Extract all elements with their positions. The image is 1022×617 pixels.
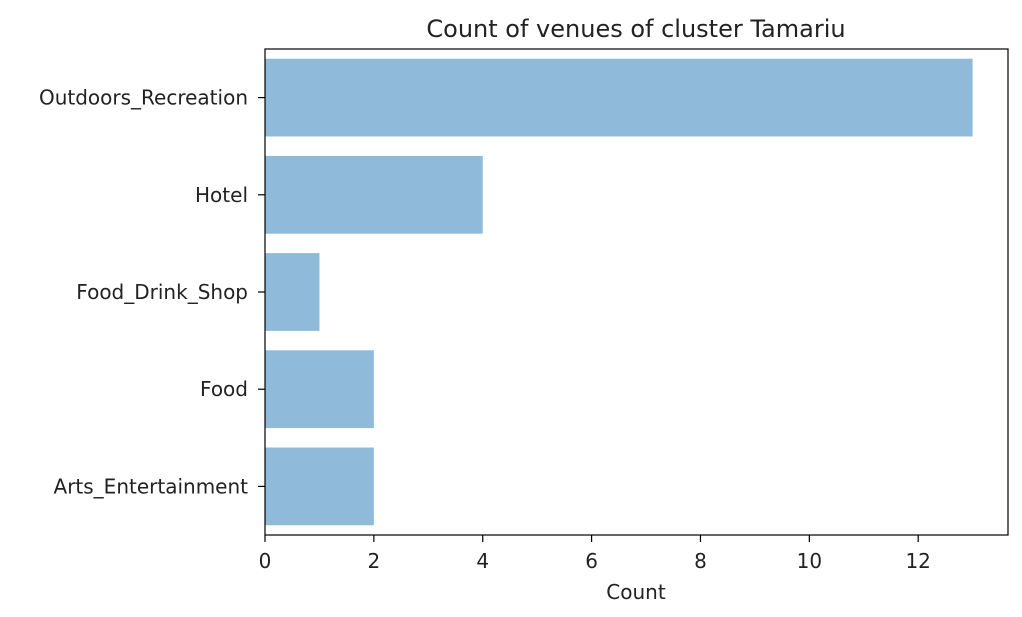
y-tick-label: Outdoors_Recreation xyxy=(39,86,248,110)
chart-title: Count of venues of cluster Tamariu xyxy=(426,15,845,43)
y-tick-label: Food_Drink_Shop xyxy=(76,280,248,304)
bar-food xyxy=(265,350,374,429)
x-tick-label: 8 xyxy=(694,549,707,573)
y-tick-label: Hotel xyxy=(195,183,248,207)
bar-hotel xyxy=(265,155,483,234)
bar-outdoors-recreation xyxy=(265,58,973,137)
x-tick-label: 10 xyxy=(797,549,822,573)
bars-group xyxy=(265,58,973,526)
plot-frame xyxy=(264,48,1009,536)
x-tick-label: 4 xyxy=(476,549,489,573)
y-tick-label: Food xyxy=(200,377,248,401)
y-axis: Outdoors_Recreation Hotel Food_Drink_Shop F… xyxy=(39,86,265,498)
x-tick-label: 0 xyxy=(259,549,272,573)
x-tick-label: 6 xyxy=(585,549,598,573)
y-tick-label: Arts_Entertainment xyxy=(54,474,249,498)
x-tick-label: 12 xyxy=(905,549,930,573)
bar-food-drink-shop xyxy=(265,253,320,331)
x-axis-label: Count xyxy=(606,580,666,604)
bar-arts-entertainment xyxy=(265,447,374,526)
x-tick-label: 2 xyxy=(367,549,380,573)
x-axis: 0 2 4 6 8 10 12 xyxy=(259,535,931,573)
